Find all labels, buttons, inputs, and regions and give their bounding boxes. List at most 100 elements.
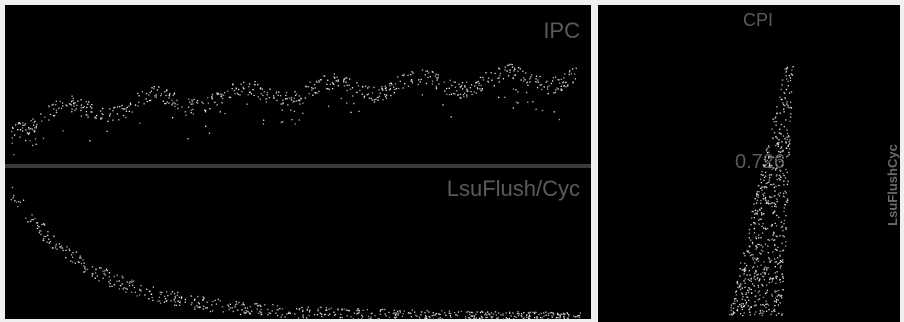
texture-dot	[460, 94, 461, 95]
texture-dot	[765, 307, 766, 308]
texture-dot	[782, 230, 783, 231]
texture-dot	[548, 315, 549, 316]
texture-dot	[756, 259, 757, 260]
texture-dot	[468, 317, 469, 318]
texture-dot	[777, 156, 778, 157]
texture-dot	[755, 270, 756, 271]
texture-dot	[207, 307, 208, 308]
texture-dot	[776, 225, 777, 226]
texture-dot	[285, 98, 286, 99]
texture-dot	[457, 315, 458, 316]
texture-dot	[471, 312, 472, 313]
texture-dot	[472, 94, 473, 95]
texture-dot	[23, 200, 24, 201]
texture-dot	[749, 252, 750, 253]
texture-dot	[398, 314, 399, 315]
texture-dot	[575, 316, 576, 317]
texture-dot	[748, 300, 749, 301]
texture-dot	[286, 313, 287, 314]
texture-dot	[277, 305, 278, 306]
texture-dot	[412, 81, 413, 82]
texture-dot	[247, 311, 248, 312]
texture-dot	[438, 74, 439, 75]
texture-dot	[745, 278, 746, 279]
texture-dot	[762, 313, 763, 314]
texture-dot	[12, 143, 13, 144]
texture-dot	[176, 305, 177, 306]
texture-dot	[467, 311, 468, 312]
texture-dot	[389, 85, 390, 86]
texture-dot	[370, 318, 371, 319]
texture-dot	[348, 310, 349, 311]
texture-dot	[776, 299, 777, 300]
texture-dot	[368, 86, 369, 87]
texture-dot	[398, 313, 399, 314]
texture-dot	[788, 135, 789, 136]
texture-dot	[174, 299, 175, 300]
texture-dot	[176, 100, 177, 101]
texture-dot	[132, 111, 133, 112]
texture-dot	[481, 317, 482, 318]
texture-dot	[282, 109, 283, 110]
texture-dot	[301, 307, 302, 308]
texture-dot	[779, 279, 780, 280]
texture-dot	[380, 314, 381, 315]
texture-dot	[742, 294, 743, 295]
texture-dot	[746, 250, 747, 251]
texture-dot	[569, 71, 570, 72]
texture-dot	[558, 79, 559, 80]
texture-dot	[517, 91, 518, 92]
texture-dot	[298, 317, 299, 318]
texture-dot	[72, 252, 73, 253]
texture-dot	[762, 232, 763, 233]
texture-dot	[782, 250, 783, 251]
texture-dot	[47, 231, 48, 232]
texture-dot	[230, 307, 231, 308]
texture-dot	[244, 304, 245, 305]
texture-dot	[465, 316, 466, 317]
texture-dot	[789, 154, 790, 155]
texture-dot	[230, 97, 231, 98]
texture-dot	[191, 304, 192, 305]
texture-dot	[372, 99, 373, 100]
texture-dot	[439, 314, 440, 315]
texture-dot	[749, 309, 750, 310]
texture-dot	[264, 304, 265, 305]
texture-dot	[349, 78, 350, 79]
texture-dot	[84, 263, 85, 264]
texture-dot	[61, 245, 62, 246]
texture-dot	[309, 311, 310, 312]
texture-dot	[358, 111, 359, 112]
texture-dot	[442, 104, 443, 105]
texture-dot	[784, 126, 785, 127]
texture-dot	[12, 128, 13, 129]
texture-dot	[782, 235, 783, 236]
texture-dot	[53, 236, 54, 237]
texture-dot	[458, 84, 459, 85]
texture-dot	[109, 108, 110, 109]
texture-dot	[764, 305, 765, 306]
texture-dot	[772, 213, 773, 214]
texture-dot	[742, 269, 743, 270]
texture-dot	[280, 95, 281, 96]
texture-dot	[567, 84, 568, 85]
texture-dot	[107, 131, 108, 132]
texture-dot	[191, 112, 192, 113]
texture-dot	[299, 95, 300, 96]
texture-dot	[163, 101, 164, 102]
texture-dot	[291, 119, 292, 120]
texture-dot	[768, 305, 769, 306]
texture-dot	[761, 186, 762, 187]
texture-dot	[488, 77, 489, 78]
texture-dot	[243, 302, 244, 303]
texture-dot	[349, 85, 350, 86]
texture-dot	[754, 232, 755, 233]
texture-dot	[778, 139, 779, 140]
texture-dot	[778, 299, 779, 300]
texture-dot	[742, 288, 743, 289]
texture-dot	[43, 238, 44, 239]
texture-dot	[479, 83, 480, 84]
texture-dot	[244, 313, 245, 314]
texture-dot	[744, 312, 745, 313]
texture-dot	[762, 246, 763, 247]
